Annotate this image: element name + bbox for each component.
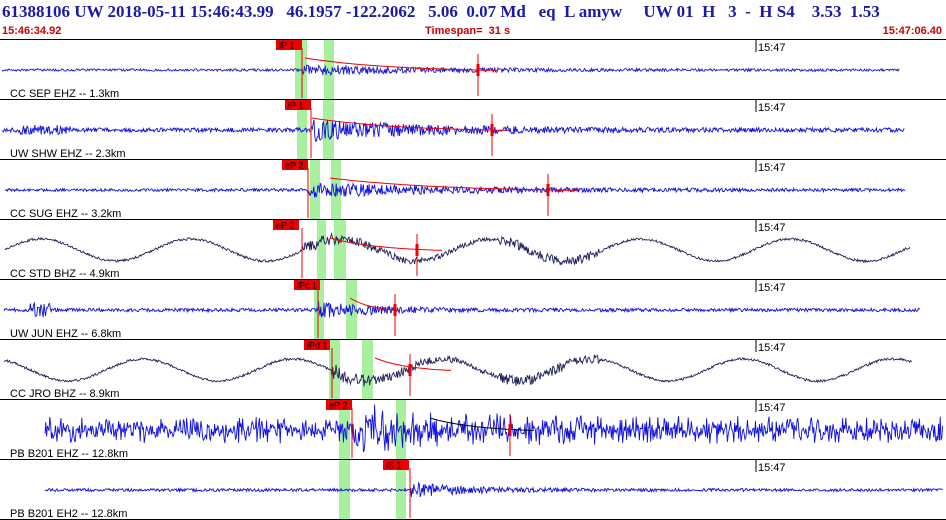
trace-row[interactable]: iP 1 15:47 UW SHW EHZ -- 2.3km <box>0 100 946 160</box>
waveform-trace <box>3 354 912 387</box>
phase-pick-label[interactable]: iPd 1 <box>304 340 330 351</box>
timespan-label: Timespan= 31 s <box>425 25 511 37</box>
time-end-label: 15:47:06.40 <box>882 25 942 37</box>
phase-pick-label[interactable]: eP 2 <box>282 160 308 171</box>
phase-pick-label[interactable]: iS 1 <box>383 460 409 471</box>
pick-label-box <box>285 100 311 110</box>
amplitude-marker-block <box>508 424 512 436</box>
station-label: UW SHW EHZ -- 2.3km <box>10 148 126 160</box>
pick-label-box <box>276 40 302 50</box>
phase-window-highlight <box>334 220 346 280</box>
minute-label: 15:47 <box>758 282 786 294</box>
coda-decay-curve <box>349 297 399 311</box>
station-label: CC SEP EHZ -- 1.3km <box>10 88 119 100</box>
coda-decay-curve <box>374 357 452 371</box>
pick-label-box <box>282 160 308 170</box>
phase-window-highlight <box>324 40 334 100</box>
minute-label: 15:47 <box>758 162 786 174</box>
trace-row[interactable]: iPc 1 15:47 UW JUN EHZ -- 6.8km <box>0 280 946 340</box>
station-label: PB B201 EH2 -- 12.8km <box>10 508 127 520</box>
waveform-trace <box>1 119 905 142</box>
station-label: CC JRO BHZ -- 8.9km <box>10 388 119 400</box>
phase-pick-label[interactable]: iP 1 <box>285 100 311 111</box>
phase-pick-label[interactable]: iP 1 <box>276 40 302 51</box>
phase-pick-label[interactable]: eP 2 <box>273 220 299 231</box>
pick-label-text: iPc 1 <box>297 281 317 291</box>
coda-decay-curve <box>329 237 443 251</box>
pick-label-box <box>383 460 409 470</box>
phase-window-highlight <box>317 220 326 280</box>
coda-decay-curve <box>311 117 509 131</box>
amplitude-marker-block <box>393 304 397 316</box>
pick-label-box <box>273 220 299 230</box>
pick-label-text: iS 1 <box>386 461 402 471</box>
pick-label-box <box>294 280 320 290</box>
station-label: PB B201 EHZ -- 12.8km <box>10 448 128 460</box>
amplitude-marker-block <box>408 364 412 376</box>
seismogram-panel: iP 1 15:47 CC SEP EHZ -- 1.3km iP 1 15:47 UW … <box>0 40 946 520</box>
pick-label-text: eP 2 <box>285 161 303 171</box>
coda-decay-curve <box>429 417 535 431</box>
trace-row[interactable]: eP 2 15:47 CC STD BHZ -- 4.9km <box>0 220 946 280</box>
event-title: 61388106 UW 2018-05-11 15:46:43.99 46.19… <box>2 2 880 21</box>
phase-pick-label[interactable]: iPc 1 <box>294 280 320 291</box>
station-label: CC STD BHZ -- 4.9km <box>10 268 119 280</box>
minute-label: 15:47 <box>758 462 786 474</box>
trace-row[interactable]: iPd 1 15:47 CC JRO BHZ -- 8.9km <box>0 340 946 400</box>
pick-label-text: iP 1 <box>288 101 303 111</box>
amplitude-marker-block <box>476 64 480 76</box>
waveform-trace <box>44 404 944 453</box>
trace-row[interactable]: eP 2 15:47 CC SUG EHZ -- 3.2km <box>0 160 946 220</box>
phase-window-highlight <box>362 340 373 400</box>
phase-pick-label[interactable]: eP 2 <box>326 400 352 411</box>
waveform-trace <box>4 232 911 266</box>
waveform-trace <box>4 182 906 198</box>
waveform-trace <box>44 481 943 498</box>
trace-row[interactable]: eP 2 15:47 PB B201 EHZ -- 12.8km <box>0 400 946 460</box>
minute-label: 15:47 <box>758 222 786 234</box>
minute-label: 15:47 <box>758 42 786 54</box>
pick-label-box <box>326 400 352 410</box>
waveform-trace <box>1 64 900 77</box>
pick-label-text: iP 1 <box>279 41 294 51</box>
phase-window-highlight <box>346 280 357 340</box>
amplitude-marker-block <box>490 124 494 136</box>
event-header: 61388106 UW 2018-05-11 15:46:43.99 46.19… <box>0 0 946 40</box>
amplitude-marker-block <box>546 184 550 196</box>
time-start-label: 15:46:34.92 <box>2 25 62 37</box>
minute-label: 15:47 <box>758 402 786 414</box>
trace-row[interactable]: iP 1 15:47 CC SEP EHZ -- 1.3km <box>0 40 946 100</box>
station-label: CC SUG EHZ -- 3.2km <box>10 208 121 220</box>
minute-label: 15:47 <box>758 342 786 354</box>
phase-window-highlight <box>329 340 340 400</box>
coda-decay-curve <box>329 177 578 191</box>
coda-decay-curve <box>304 57 498 71</box>
pick-label-text: eP 2 <box>276 221 294 231</box>
trace-row[interactable]: iS 1 15:47 PB B201 EH2 -- 12.8km <box>0 460 946 520</box>
minute-label: 15:47 <box>758 102 786 114</box>
pick-label-box <box>304 340 330 350</box>
phase-window-highlight <box>297 100 307 160</box>
amplitude-marker-block <box>415 244 419 256</box>
pick-label-text: iPd 1 <box>307 341 328 351</box>
waveform-trace <box>3 300 921 318</box>
station-label: UW JUN EHZ -- 6.8km <box>10 328 121 340</box>
phase-window-highlight <box>310 160 320 220</box>
pick-label-text: eP 2 <box>329 401 347 411</box>
